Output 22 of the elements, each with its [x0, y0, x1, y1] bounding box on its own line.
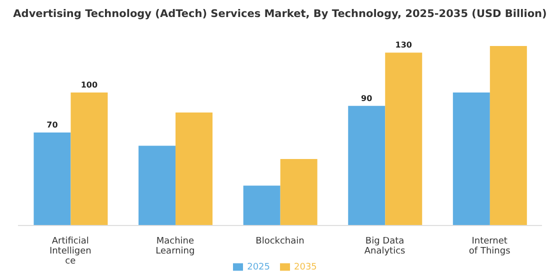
x-tick-label: Big Data Analytics: [364, 236, 406, 257]
x-tick-label: Blockchain: [256, 236, 304, 247]
bar: [280, 159, 318, 226]
bar: [34, 132, 71, 226]
data-label: 100: [80, 80, 98, 90]
legend-label: 2025: [247, 262, 270, 272]
data-label: 130: [395, 40, 412, 50]
legend-label: 2035: [294, 262, 317, 272]
bar: [490, 46, 527, 226]
bar: [138, 146, 176, 226]
chart-title: Advertising Technology (AdTech) Services Market, By Technology, 2025-2035 (USD Billion): [12, 8, 548, 22]
data-label: 90: [361, 94, 373, 103]
bar: [243, 186, 280, 226]
bar: [70, 92, 108, 226]
x-tick-label: Machine Learning: [156, 236, 195, 257]
bar: [452, 92, 490, 226]
bar: [176, 112, 213, 226]
x-tick-label: Internet of Things: [468, 236, 511, 257]
bar: [348, 106, 386, 226]
x-tick-label: Artificial Intelligence: [49, 236, 92, 267]
data-label: 70: [46, 120, 58, 130]
bar: [385, 52, 422, 226]
